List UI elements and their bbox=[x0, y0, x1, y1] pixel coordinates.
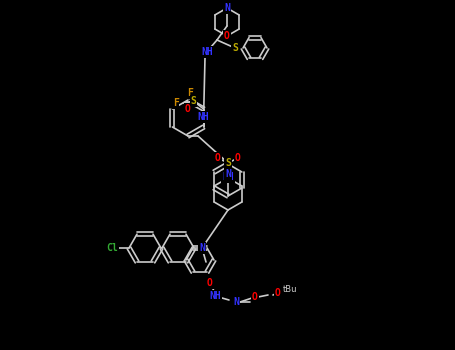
Text: O: O bbox=[224, 31, 230, 41]
Text: S: S bbox=[191, 96, 197, 106]
Text: O: O bbox=[215, 153, 221, 163]
Text: tBu: tBu bbox=[283, 286, 297, 294]
Text: O: O bbox=[252, 292, 258, 302]
Text: NH: NH bbox=[209, 291, 221, 301]
Text: NH: NH bbox=[201, 47, 213, 57]
Text: N: N bbox=[199, 243, 205, 253]
Text: N: N bbox=[225, 169, 231, 179]
Text: O: O bbox=[275, 288, 281, 298]
Text: NH: NH bbox=[222, 172, 234, 182]
Text: O: O bbox=[185, 104, 191, 114]
Text: N: N bbox=[233, 297, 239, 307]
Text: Cl: Cl bbox=[106, 243, 118, 253]
Text: S: S bbox=[225, 158, 231, 168]
Text: F: F bbox=[187, 88, 192, 98]
Text: O: O bbox=[207, 278, 213, 288]
Text: S: S bbox=[232, 43, 238, 53]
Text: O: O bbox=[235, 153, 241, 163]
Text: F: F bbox=[172, 98, 178, 108]
Text: NH: NH bbox=[198, 112, 209, 122]
Text: N: N bbox=[224, 3, 230, 13]
